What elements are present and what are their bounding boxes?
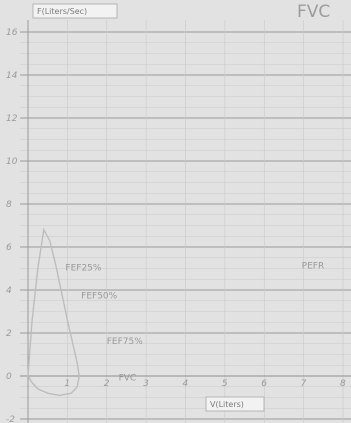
y-axis-label: F(Liters/Sec): [37, 7, 87, 16]
grid: [20, 20, 351, 423]
y-tick-labels: -2 0 2 4 6 8 10 12 14 16: [6, 28, 18, 423]
annotation-pefr: PEFR: [302, 262, 325, 272]
x-tick-labels: 1 2 3 4 5 6 7 8: [64, 379, 346, 389]
x-tick-label: 1: [64, 379, 70, 389]
x-tick-label: 2: [104, 379, 110, 389]
annotation-fef75-: FEF75%: [107, 337, 143, 347]
y-axis-label-box: [32, 3, 118, 19]
y-tick-label: -2: [6, 415, 15, 423]
x-tick-label: 8: [340, 379, 346, 389]
flow-volume-curve: [27, 227, 80, 397]
y-tick-label: 2: [6, 329, 12, 339]
annotation-fvc: FVC: [119, 373, 137, 383]
y-tick-label: 0: [6, 372, 12, 382]
x-tick-label: 6: [261, 379, 267, 389]
chart-title: FVC: [297, 2, 330, 22]
x-tick-label: 4: [183, 379, 189, 389]
y-tick-label: 8: [6, 200, 12, 210]
x-axis-label-box: [205, 396, 265, 412]
x-tick-label: 7: [301, 379, 307, 389]
x-tick-label: 5: [222, 379, 228, 389]
y-tick-label: 4: [6, 286, 12, 296]
y-tick-label: 14: [6, 71, 18, 81]
y-tick-label: 12: [6, 114, 18, 124]
annotation-fef25-: FEF25%: [65, 264, 101, 274]
y-tick-label: 10: [6, 157, 18, 167]
y-tick-label: 16: [6, 28, 18, 38]
x-tick-label: 3: [143, 379, 149, 389]
annotation-fef50-: FEF50%: [81, 292, 117, 302]
series-group: [27, 227, 80, 397]
y-tick-label: 6: [6, 243, 12, 253]
annotations: PEFR FEF25% FEF50% FEF75% FVC: [65, 262, 324, 384]
x-axis-label: V(Liters): [210, 400, 244, 409]
